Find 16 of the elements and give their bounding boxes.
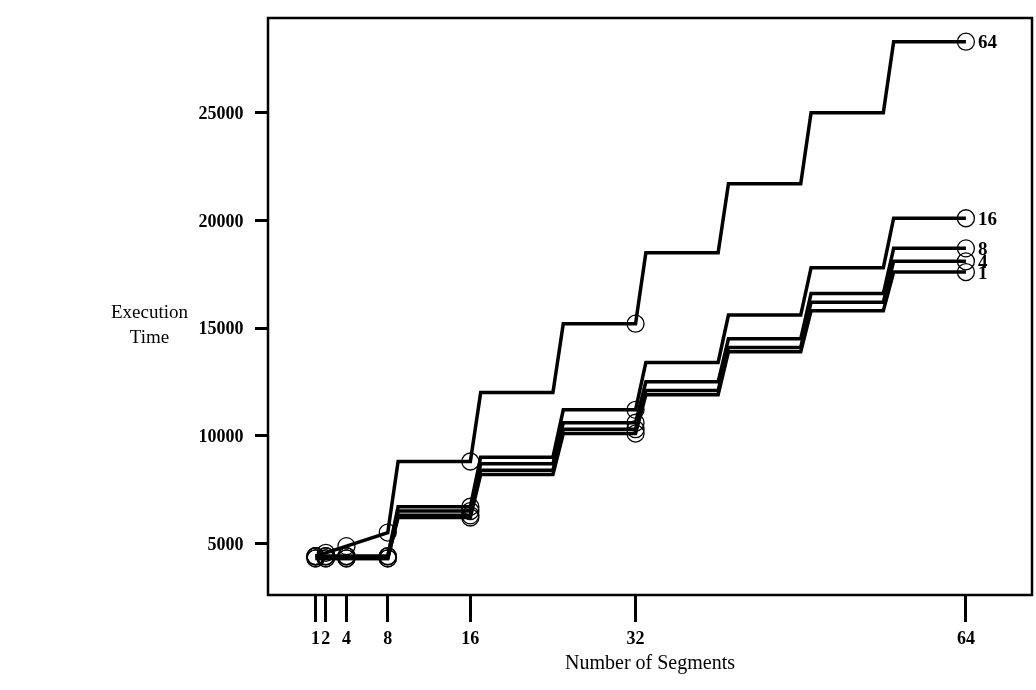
y-tick-label: 15000: [198, 318, 244, 339]
x-tick-label: 8: [383, 627, 393, 648]
series-label: 16: [978, 208, 997, 229]
y-tick-label: 10000: [198, 425, 244, 446]
x-axis-title: Number of Segments: [565, 651, 736, 675]
x-tick-label: 64: [956, 627, 975, 648]
y-axis-title: Execution Time: [111, 301, 189, 347]
x-tick-label: 4: [341, 627, 351, 648]
series-label: 64: [978, 31, 998, 52]
y-tick-label: 5000: [207, 533, 244, 554]
x-tick-label: 16: [461, 627, 480, 648]
x-tick-label: 32: [626, 627, 645, 648]
x-tick-label: 2: [321, 627, 331, 648]
x-tick-label: 1: [310, 627, 320, 648]
y-tick-label: 25000: [198, 103, 244, 124]
y-tick-label: 20000: [198, 210, 244, 231]
